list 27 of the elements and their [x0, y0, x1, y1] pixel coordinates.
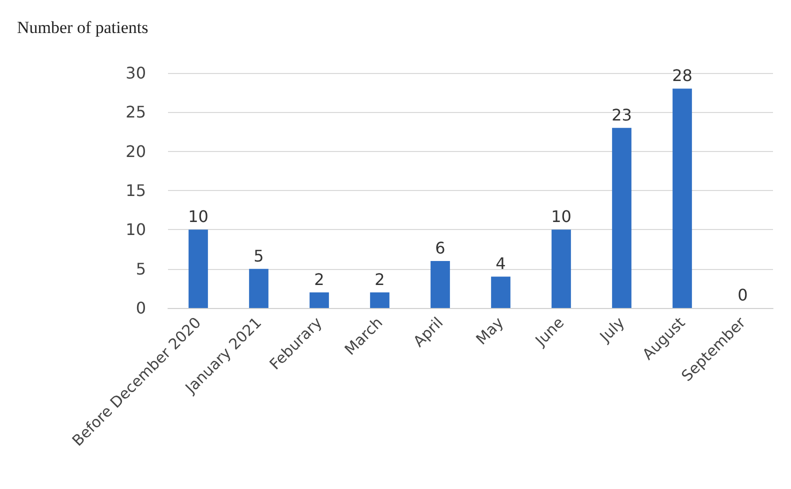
bar — [310, 292, 329, 308]
data-label: 23 — [612, 105, 632, 124]
y-tick-label: 15 — [126, 181, 146, 200]
bar — [612, 128, 632, 308]
y-axis-title: Number of patients — [17, 18, 148, 37]
y-tick-label: 20 — [126, 142, 146, 161]
bar — [491, 276, 510, 308]
bar — [552, 230, 571, 308]
y-tick-label: 10 — [126, 220, 146, 240]
bar — [188, 230, 208, 308]
data-label: 28 — [672, 66, 692, 86]
data-label: 5 — [254, 246, 264, 266]
data-label: 10 — [551, 207, 572, 226]
data-label: 10 — [188, 207, 208, 226]
bar — [370, 292, 390, 308]
data-label: 0 — [738, 286, 748, 304]
data-label: 2 — [314, 270, 324, 289]
y-tick-label: 0 — [136, 298, 146, 318]
bar — [672, 88, 692, 308]
y-tick-label: 25 — [126, 102, 146, 122]
data-label: 6 — [435, 238, 446, 258]
bar — [430, 261, 450, 308]
data-label: 4 — [496, 254, 506, 274]
y-tick-label: 30 — [126, 64, 146, 82]
data-label: 2 — [374, 270, 385, 289]
bar — [249, 268, 268, 308]
y-tick-label: 5 — [136, 259, 146, 278]
